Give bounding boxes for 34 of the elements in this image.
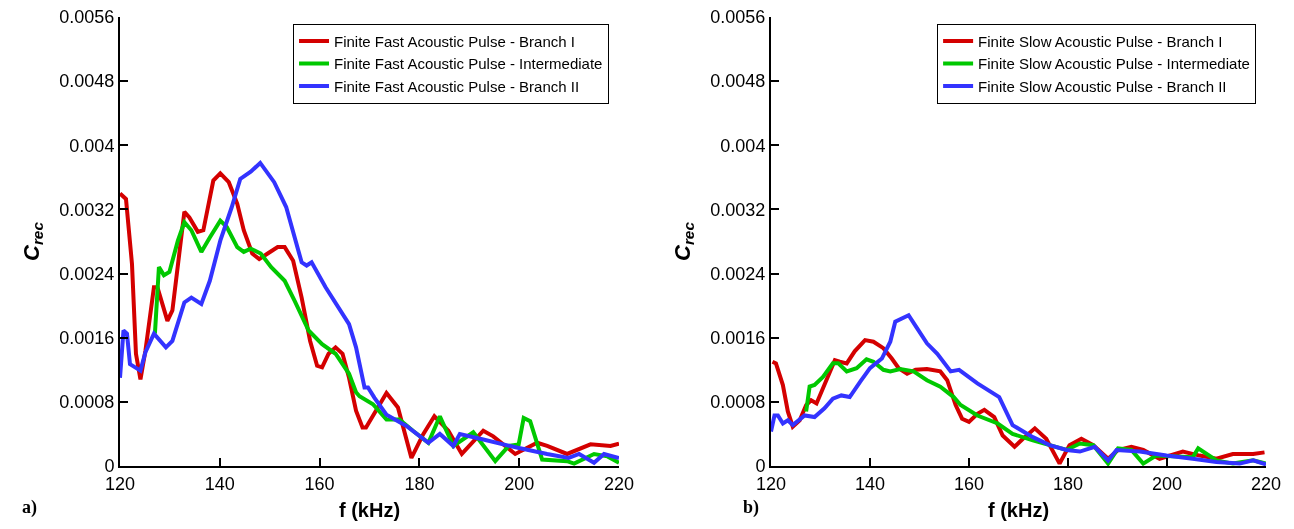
legend-label: Finite Slow Acoustic Pulse - Branch I [978, 32, 1223, 50]
y-tick-label: 0.004 [69, 135, 115, 156]
y-tick-label: 0.0016 [710, 328, 766, 349]
x-tick-label: 200 [504, 473, 535, 494]
text: a) [22, 497, 37, 518]
x-tick-label: 160 [304, 473, 335, 494]
legend-label: Finite Fast Acoustic Pulse - Branch II [334, 77, 580, 95]
x-tick-label: 140 [854, 473, 886, 494]
text: b) [743, 497, 760, 518]
x-tick-label: 220 [603, 473, 635, 494]
y-tick-label: 0.0016 [59, 328, 115, 349]
y-tick-label: 0.0056 [710, 7, 766, 28]
y-tick-label: 0.0008 [710, 392, 766, 413]
legend-label: Finite Fast Acoustic Pulse - Intermediate [334, 55, 603, 73]
y-tick-label: 0.0056 [59, 7, 115, 28]
legend-label: Finite Fast Acoustic Pulse - Branch I [334, 32, 575, 50]
x-tick-label: 160 [953, 473, 985, 494]
y-tick-label: 0.0008 [59, 392, 115, 413]
y-tick-label: 0.004 [720, 135, 766, 156]
x-tick-label: 220 [1250, 473, 1282, 494]
y-tick-label: 0.0048 [59, 71, 115, 92]
x-tick-label: 140 [204, 473, 235, 494]
y-tick-label: 0.0048 [710, 71, 766, 92]
x-axis-title: f (kHz) [987, 498, 1050, 521]
legend-label: Finite Slow Acoustic Pulse - Intermediate [978, 55, 1250, 73]
legend-label: Finite Slow Acoustic Pulse - Branch II [978, 77, 1227, 95]
y-tick-label: 0.0032 [59, 199, 115, 220]
y-tick-label: 0.0024 [59, 263, 115, 284]
y-tick-label: 0.0024 [710, 263, 766, 284]
y-tick-label: 0.0032 [710, 199, 766, 220]
x-tick-label: 180 [1052, 473, 1084, 494]
x-axis-title: f (kHz) [338, 498, 401, 521]
x-tick-label: 180 [404, 473, 435, 494]
x-tick-label: 200 [1151, 473, 1183, 494]
